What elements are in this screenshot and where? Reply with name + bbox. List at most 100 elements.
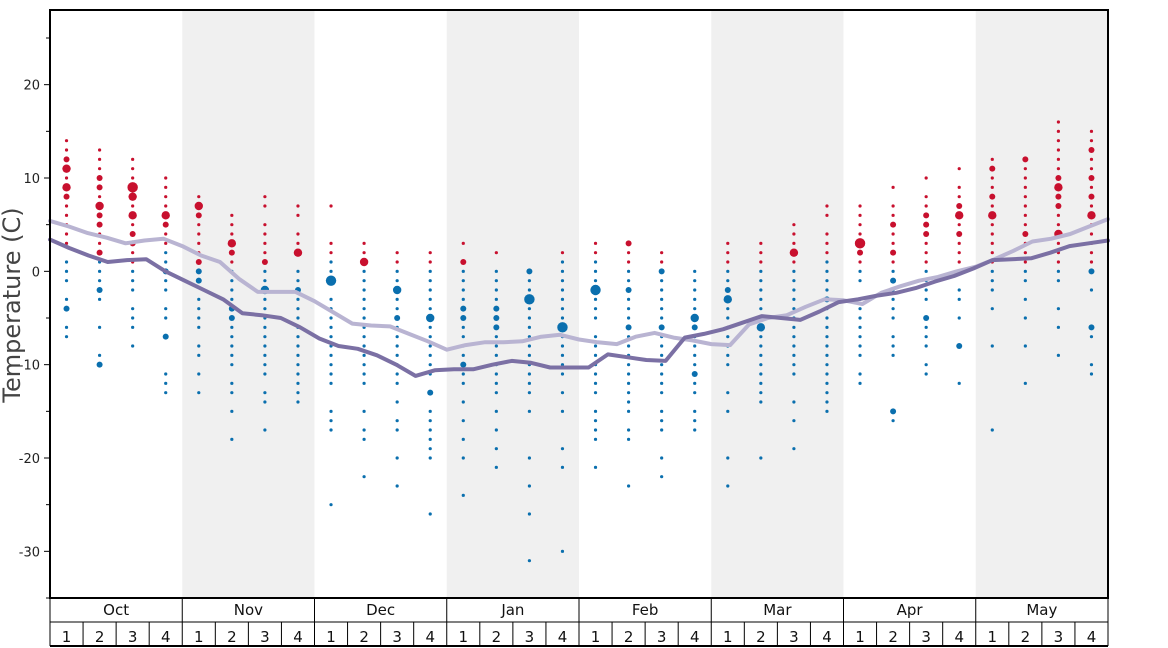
cold-temperature-dot	[527, 456, 532, 460]
cold-temperature-dot	[1056, 307, 1061, 311]
warm-temperature-dot	[494, 251, 498, 255]
week-label: 1	[723, 628, 733, 646]
cold-temperature-dot	[1089, 363, 1094, 367]
warm-temperature-dot	[956, 203, 963, 209]
cold-temperature-dot	[593, 297, 598, 301]
warm-temperature-dot	[924, 260, 928, 264]
warm-temperature-dot	[1089, 251, 1094, 255]
cold-temperature-dot	[625, 287, 632, 293]
cold-temperature-dot	[164, 279, 168, 283]
cold-temperature-dot	[493, 324, 500, 331]
cold-temperature-dot	[726, 316, 730, 320]
cold-temperature-dot	[97, 297, 102, 301]
warm-temperature-dot	[626, 251, 631, 255]
warm-temperature-dot	[1089, 129, 1094, 133]
month-band-shade	[182, 10, 315, 598]
cold-temperature-dot	[593, 409, 598, 413]
cold-temperature-dot	[527, 391, 532, 395]
cold-temperature-dot	[97, 325, 102, 329]
warm-temperature-dot	[1056, 129, 1061, 133]
cold-temperature-dot	[325, 275, 337, 286]
cold-temperature-dot	[230, 344, 234, 348]
cold-temperature-dot	[626, 363, 631, 367]
warm-temperature-dot	[164, 241, 168, 245]
warm-temperature-dot	[923, 221, 930, 228]
cold-temperature-dot	[197, 316, 201, 320]
warm-temperature-dot	[227, 239, 237, 248]
month-label: May	[1026, 601, 1057, 619]
warm-temperature-dot	[789, 248, 799, 257]
cold-temperature-dot	[726, 363, 730, 367]
cold-temperature-dot	[560, 409, 565, 413]
warm-temperature-dot	[825, 213, 829, 217]
warm-temperature-dot	[1055, 175, 1062, 181]
cold-temperature-dot	[990, 269, 994, 273]
cold-temperature-dot	[1056, 279, 1061, 283]
cold-temperature-dot	[858, 353, 862, 357]
cold-temperature-dot	[691, 324, 698, 331]
cold-temperature-dot	[891, 335, 895, 339]
cold-temperature-dot	[395, 400, 399, 404]
cold-temperature-dot	[395, 297, 399, 301]
cold-temperature-dot	[527, 372, 532, 376]
cold-temperature-dot	[593, 269, 598, 273]
warm-temperature-dot	[230, 213, 234, 217]
cold-temperature-dot	[392, 285, 402, 295]
warm-temperature-dot	[296, 204, 300, 208]
cold-temperature-dot	[792, 363, 796, 367]
warm-temperature-dot	[858, 213, 862, 217]
warm-temperature-dot	[164, 232, 168, 236]
warm-temperature-dot	[1023, 260, 1027, 264]
cold-temperature-dot	[560, 549, 565, 553]
week-label: 4	[690, 628, 700, 646]
warm-temperature-dot	[957, 223, 961, 227]
cold-temperature-dot	[825, 363, 829, 367]
cold-temperature-dot	[560, 447, 565, 451]
cold-temperature-dot	[64, 269, 69, 273]
cold-temperature-dot	[131, 325, 135, 329]
cold-temperature-dot	[329, 353, 333, 357]
week-label: 2	[756, 628, 766, 646]
cold-temperature-dot	[230, 381, 234, 385]
cold-temperature-dot	[494, 269, 498, 273]
cold-temperature-dot	[395, 428, 399, 432]
cold-temperature-dot	[428, 456, 432, 460]
warm-temperature-dot	[1089, 232, 1094, 236]
cold-temperature-dot	[593, 465, 598, 469]
cold-temperature-dot	[792, 419, 796, 423]
cold-temperature-dot	[858, 381, 862, 385]
plot-frame	[49, 9, 1109, 599]
cold-temperature-dot	[825, 353, 829, 357]
cold-temperature-dot	[263, 335, 267, 339]
cold-temperature-dot	[560, 307, 565, 311]
cold-temperature-dot	[230, 279, 234, 283]
warm-temperature-dot	[127, 182, 138, 193]
warm-temperature-dot	[263, 223, 267, 227]
cold-temperature-dot	[395, 419, 399, 423]
cold-temperature-dot	[195, 277, 202, 284]
warm-temperature-dot	[1055, 203, 1062, 209]
cold-temperature-dot	[759, 381, 763, 385]
warm-temperature-dot	[296, 241, 300, 245]
warm-temperature-dot	[428, 260, 432, 264]
warm-temperature-dot	[230, 223, 234, 227]
warm-temperature-dot	[296, 232, 300, 236]
cold-temperature-dot	[593, 316, 598, 320]
cold-temperature-dot	[164, 307, 168, 311]
warm-temperature-dot	[857, 249, 864, 256]
cold-temperature-dot	[195, 268, 202, 275]
cold-temperature-dot	[296, 363, 300, 367]
y-axis-label: Temperature (C)	[0, 207, 26, 403]
cold-temperature-dot	[759, 279, 763, 283]
cold-temperature-dot	[726, 335, 730, 339]
week-label: 4	[293, 628, 303, 646]
cold-temperature-dot	[825, 325, 829, 329]
warm-temperature-dot	[96, 221, 103, 228]
cold-temperature-dot	[427, 389, 434, 396]
cold-temperature-dot	[593, 428, 598, 432]
y-tick-label: -10	[19, 359, 40, 374]
warm-temperature-dot	[329, 251, 333, 255]
cold-temperature-dot	[923, 315, 930, 321]
week-label: 2	[492, 628, 502, 646]
cold-temperature-dot	[131, 279, 135, 283]
